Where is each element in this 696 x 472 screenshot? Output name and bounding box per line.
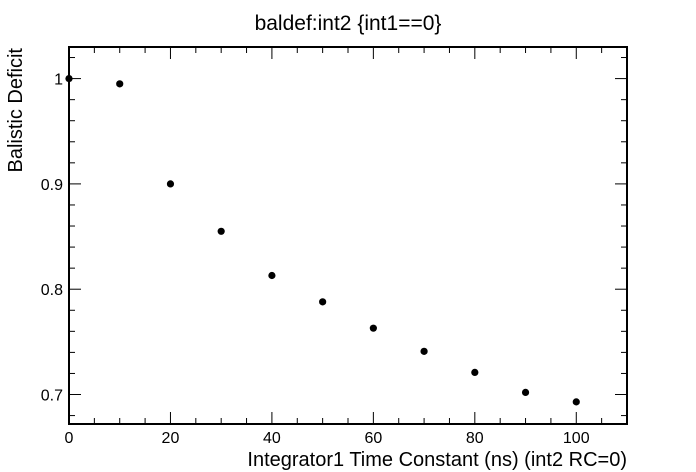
data-points [65,74,580,406]
y-tick-label: 0.9 [41,177,63,194]
chart-title: baldef:int2 {int1==0} [255,12,442,35]
x-tick-label: 0 [65,430,74,447]
x-tick-label: 80 [466,430,484,447]
x-tick-labels: 0 20 40 60 80 100 [65,430,590,447]
x-axis-label: Integrator1 Time Constant (ns) (int2 RC=… [247,449,627,471]
data-point [268,271,276,280]
x-axis-ticks [68,47,628,424]
data-point [217,227,225,235]
y-tick-label: 1 [54,72,63,89]
plot-frame [68,46,628,425]
y-axis-ticks [69,57,627,417]
data-point [166,180,175,188]
y-tick-labels: 0.7 0.8 0.9 1 [41,72,63,405]
x-tick-label: 20 [162,430,180,447]
data-point [471,368,479,376]
y-axis-label: Balistic Deficit [5,48,27,173]
x-tick-label: 40 [263,430,281,447]
data-point [369,324,377,332]
data-point [572,398,580,406]
y-tick-label: 0.7 [41,388,63,405]
x-tick-label: 100 [563,430,590,447]
data-point [521,388,530,397]
data-point [116,80,124,88]
x-tick-label: 60 [364,430,382,447]
data-point [420,347,428,355]
data-point [319,298,327,306]
data-point [65,74,73,83]
y-tick-label: 0.8 [41,282,63,299]
